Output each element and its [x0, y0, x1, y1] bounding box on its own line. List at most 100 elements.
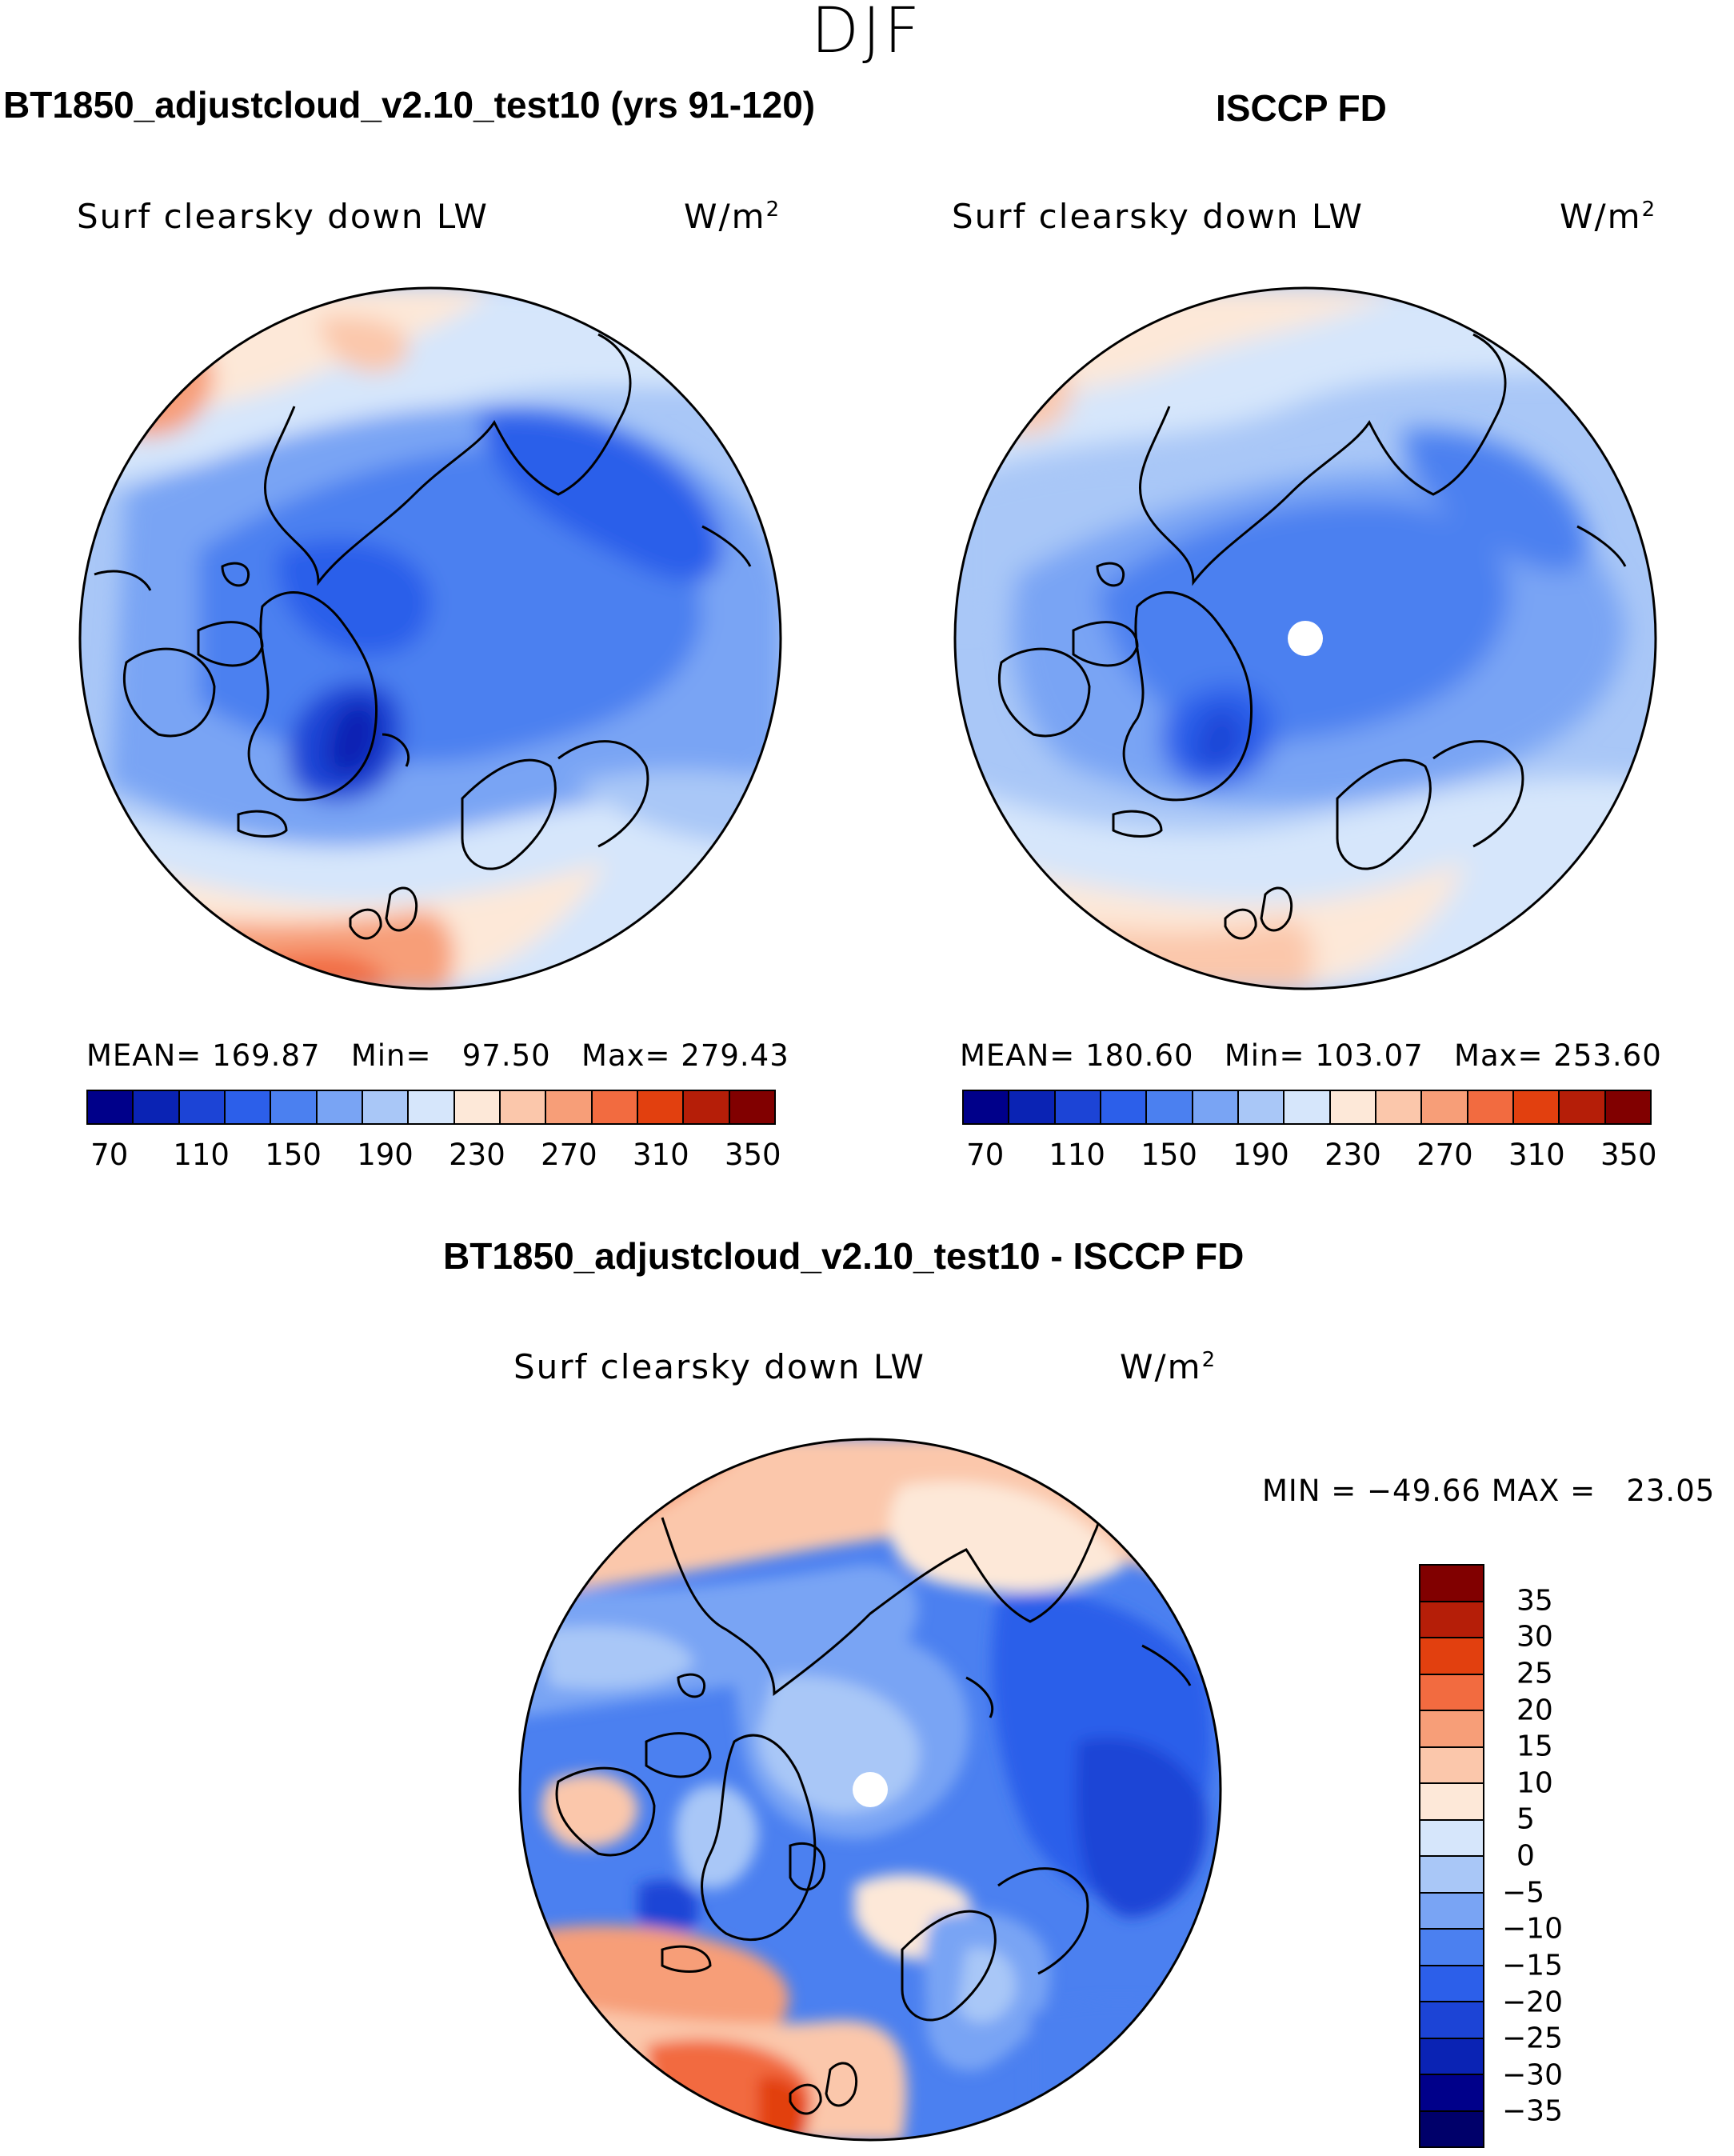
obs-colorbar-swatch	[1238, 1091, 1285, 1123]
diff-colorbar-swatch	[1420, 1638, 1483, 1675]
diff-colorbar-tick-label: −15	[1502, 1949, 1563, 1982]
obs-colorbar-swatch	[1513, 1091, 1560, 1123]
obs-colorbar-ticks: 70 110 150 190 230 270 310 350	[962, 1138, 1656, 1173]
obs-colorbar-tick-label: 350	[1600, 1138, 1657, 1172]
model-coastlines	[94, 333, 752, 940]
diff-pole-hole	[853, 1772, 888, 1807]
diff-colorbar-tick-label: −20	[1502, 1986, 1563, 2018]
obs-pole-hole	[1288, 621, 1323, 656]
obs-colorbar-swatch	[1193, 1091, 1239, 1123]
obs-colorbar-swatch	[1468, 1091, 1514, 1123]
diff-colorbar-swatch	[1420, 1674, 1483, 1711]
obs-colorbar-tick-label: 190	[1233, 1138, 1289, 1172]
diff-colorbar-swatch	[1420, 1857, 1483, 1894]
model-variable-label: Surf clearsky down LW	[77, 197, 489, 236]
diff-colorbar-tick-label: −35	[1502, 2094, 1563, 2128]
model-colorbar-swatch	[179, 1091, 226, 1123]
diff-colorbar-tick-label: 30	[1516, 1620, 1553, 1654]
obs-colorbar-swatch	[1285, 1091, 1331, 1123]
obs-colorbar-swatch	[1422, 1091, 1468, 1123]
diff-colorbar-tick-label: 15	[1516, 1730, 1553, 1763]
obs-colorbar-swatch	[1101, 1091, 1148, 1123]
diff-colorbar-tick-label: −10	[1502, 1912, 1563, 1946]
diff-coastlines	[555, 1452, 1192, 2115]
diff-colorbar-swatch	[1420, 1566, 1483, 1602]
obs-colorbar-swatch	[1560, 1091, 1606, 1123]
diff-colorbar-swatch	[1420, 1930, 1483, 1966]
model-colorbar-swatch	[271, 1091, 318, 1123]
diff-colorbar-swatch	[1420, 2002, 1483, 2039]
obs-colorbar-swatch	[1009, 1091, 1056, 1123]
obs-colorbar-tick-label: 150	[1141, 1138, 1197, 1172]
diff-colorbar-tick-label: −25	[1502, 2022, 1563, 2055]
diff-polar-map	[518, 1438, 1222, 2142]
model-colorbar-tick-label: 150	[265, 1138, 322, 1172]
obs-colorbar-swatch	[1055, 1091, 1101, 1123]
diff-colorbar-swatch	[1420, 1747, 1483, 1784]
model-colorbar-tick-label: 310	[633, 1138, 689, 1172]
diff-panel-title: BT1850_adjustcloud_v2.10_test10 - ISCCP …	[443, 1235, 1245, 1277]
diff-colorbar-swatch	[1420, 1711, 1483, 1748]
obs-colorbar-swatch	[1376, 1091, 1423, 1123]
model-colorbar-swatch	[454, 1091, 501, 1123]
model-colorbar-swatch	[362, 1091, 410, 1123]
obs-variable-label: Surf clearsky down LW	[952, 197, 1364, 236]
model-colorbar-swatch	[409, 1091, 455, 1123]
obs-colorbar-tick-label: 270	[1416, 1138, 1473, 1172]
obs-colorbar-swatch	[1605, 1091, 1650, 1123]
model-colorbar-swatch	[225, 1091, 272, 1123]
model-colorbar-swatch	[729, 1091, 774, 1123]
model-stats: MEAN= 169.87 Min= 97.50 Max= 279.43	[86, 1038, 789, 1073]
obs-stats: MEAN= 180.60 Min= 103.07 Max= 253.60	[960, 1038, 1662, 1073]
diff-colorbar-tick-label: 0	[1516, 1839, 1535, 1873]
model-units-label: W/m2	[684, 197, 781, 236]
diff-colorbar-swatch	[1420, 1966, 1483, 2002]
diff-colorbar-swatch	[1420, 2111, 1483, 2146]
model-colorbar-swatch	[134, 1091, 180, 1123]
diff-colorbar-tick-label: 10	[1516, 1766, 1553, 1800]
obs-panel-title: ISCCP FD	[1216, 87, 1387, 129]
diff-colorbar-swatch	[1420, 1602, 1483, 1638]
diff-colorbar-tick-label: 5	[1516, 1802, 1535, 1836]
obs-colorbar-swatch	[1330, 1091, 1376, 1123]
model-panel-title: BT1850_adjustcloud_v2.10_test10 (yrs 91-…	[3, 84, 816, 126]
obs-colorbar-swatch	[1147, 1091, 1193, 1123]
obs-units-label: W/m2	[1560, 197, 1657, 236]
model-polar-map	[78, 286, 782, 990]
diff-colorbar-tick-label: 20	[1516, 1694, 1553, 1726]
obs-polar-map	[953, 286, 1657, 990]
obs-colorbar-tick-label: 230	[1324, 1138, 1381, 1172]
season-title: DJF	[811, 0, 923, 67]
model-colorbar-tick-label: 230	[449, 1138, 505, 1172]
obs-colorbar-swatch	[964, 1091, 1010, 1123]
diff-colorbar-ticks: 35 30 25 20 15 10 5 0 −5 −10 −15 −20 −25 −30 −35	[1502, 1564, 1598, 2148]
obs-colorbar-tick-label: 70	[966, 1138, 1005, 1172]
model-colorbar-swatch	[546, 1091, 593, 1123]
obs-colorbar-tick-label: 310	[1508, 1138, 1565, 1172]
model-colorbar-ticks: 70 110 150 190 230 270 310 350	[86, 1138, 781, 1173]
diff-colorbar-tick-label: 35	[1516, 1584, 1553, 1618]
diff-units-label: W/m2	[1120, 1347, 1217, 1386]
diff-colorbar-swatch	[1420, 1820, 1483, 1857]
diff-colorbar-swatch	[1420, 1893, 1483, 1930]
obs-colorbar-tick-label: 110	[1049, 1138, 1105, 1172]
diff-colorbar	[1419, 1564, 1484, 2148]
model-colorbar-tick-label: 270	[541, 1138, 597, 1172]
model-colorbar-swatch	[500, 1091, 547, 1123]
diff-minmax: MIN = −49.66 MAX = 23.05	[1262, 1474, 1716, 1508]
obs-coastlines	[997, 333, 1627, 940]
model-colorbar-tick-label: 70	[90, 1138, 129, 1172]
diff-colorbar-tick-label: −5	[1502, 1876, 1545, 1910]
model-colorbar-swatch	[592, 1091, 638, 1123]
diff-colorbar-tick-label: 25	[1516, 1657, 1553, 1690]
model-colorbar-swatch	[637, 1091, 685, 1123]
diff-colorbar-swatch	[1420, 1784, 1483, 1821]
diff-colorbar-swatch	[1420, 2038, 1483, 2075]
model-colorbar-tick-label: 350	[724, 1138, 781, 1172]
diff-colorbar-tick-label: −30	[1502, 2058, 1563, 2092]
model-colorbar-tick-label: 110	[173, 1138, 230, 1172]
model-colorbar	[86, 1090, 776, 1125]
model-colorbar-swatch	[684, 1091, 730, 1123]
model-colorbar-tick-label: 190	[357, 1138, 414, 1172]
model-colorbar-swatch	[317, 1091, 363, 1123]
